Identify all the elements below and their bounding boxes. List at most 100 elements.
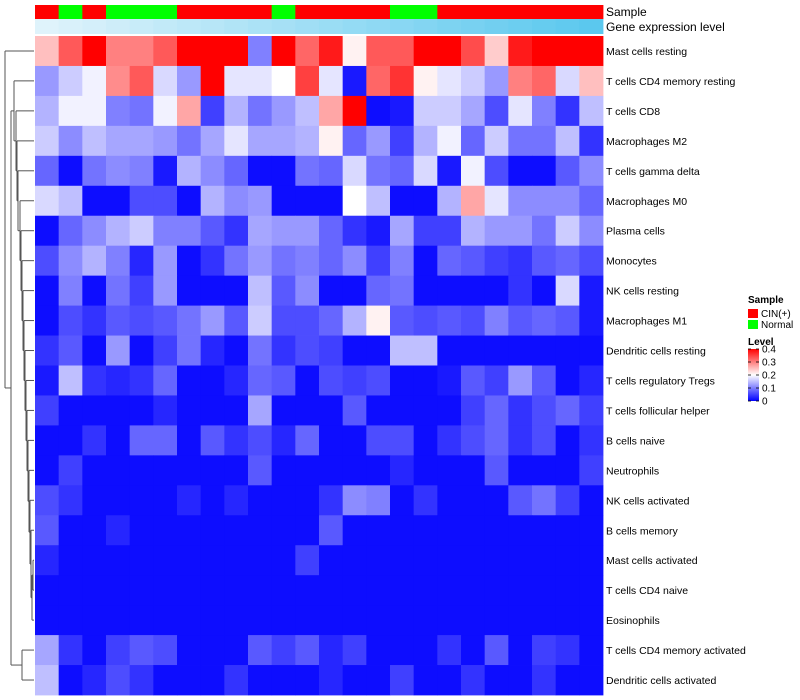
row-label: T cells CD4 memory activated (606, 645, 746, 657)
heatmap-cell (295, 36, 320, 67)
heatmap-cell (129, 275, 154, 306)
heatmap-cell (58, 515, 83, 546)
heatmap-cell (35, 635, 60, 666)
heatmap-cell (532, 185, 557, 217)
heatmap-cell (35, 155, 60, 187)
heatmap-cell (413, 185, 438, 217)
heatmap-cell (366, 365, 391, 396)
heatmap-cell (579, 335, 604, 366)
heatmap-cell (58, 425, 83, 456)
heatmap-cell (555, 515, 580, 546)
heatmap-cell (35, 455, 60, 486)
heatmap-cell (295, 425, 320, 456)
heatmap-cell (342, 455, 367, 486)
heatmap-cell (153, 425, 178, 456)
row-label: T cells CD8 (606, 106, 660, 118)
heatmap-cell (319, 155, 344, 187)
heatmap-cell (248, 125, 273, 157)
gene-expression-annotation-cell (129, 19, 154, 34)
heatmap-cell (319, 635, 344, 666)
heatmap-cell (129, 215, 154, 247)
heatmap-cell (82, 275, 107, 306)
heatmap-cell (437, 575, 462, 606)
heatmap-cell (413, 515, 438, 546)
heatmap-cell (484, 245, 509, 277)
heatmap-cell (200, 125, 225, 157)
heatmap-cell (224, 485, 249, 516)
heatmap-cell (35, 365, 60, 396)
sample-annotation-cell (437, 5, 462, 19)
heatmap-cell (129, 485, 154, 516)
heatmap-cell (461, 335, 486, 366)
heatmap-cell (177, 185, 202, 217)
heatmap-cell (129, 665, 154, 696)
heatmap-cell (129, 155, 154, 187)
row-labels: Mast cells resting T cells CD4 memory res… (606, 46, 746, 687)
heatmap-cell (271, 635, 296, 666)
heatmap-cell (35, 185, 60, 217)
heatmap-cell (271, 485, 296, 516)
heatmap-cell (508, 305, 533, 336)
gene-expression-annotation-cell (295, 19, 320, 34)
heatmap-cell (153, 665, 178, 696)
heatmap-cell (342, 485, 367, 516)
heatmap-cell (58, 635, 83, 666)
heatmap-cell (532, 635, 557, 666)
heatmap-cell (555, 635, 580, 666)
legend-tick-label: 0.1 (762, 384, 776, 395)
heatmap-cell (437, 515, 462, 546)
heatmap-cell (58, 455, 83, 486)
heatmap-cell (461, 455, 486, 486)
heatmap-cell (200, 95, 225, 127)
heatmap-cell (342, 95, 367, 127)
heatmap-cell (413, 65, 438, 97)
heatmap-cell (579, 485, 604, 516)
row-label: B cells memory (606, 525, 679, 537)
heatmap-cell (437, 95, 462, 127)
gene-expression-annotation-bar (35, 19, 604, 34)
heatmap-cell (295, 245, 320, 277)
legend-swatch (748, 320, 758, 329)
heatmap-cell (437, 275, 462, 306)
heatmap-cell (461, 545, 486, 576)
heatmap-cell (200, 335, 225, 366)
row-dendrogram (4, 50, 34, 681)
heatmap-cell (342, 305, 367, 336)
heatmap-cell (106, 545, 131, 576)
heatmap-cell (248, 245, 273, 277)
heatmap-cell (248, 335, 273, 366)
heatmap-cell (532, 245, 557, 277)
heatmap-cell (579, 185, 604, 217)
heatmap-cell (58, 65, 83, 97)
heatmap-cell (484, 455, 509, 486)
heatmap-cell (390, 665, 415, 696)
heatmap-cell (224, 605, 249, 636)
heatmap-cell (413, 635, 438, 666)
heatmap-cell (390, 395, 415, 426)
heatmap-cell (82, 125, 107, 157)
heatmap-cell (82, 425, 107, 456)
heatmap-cell (579, 545, 604, 576)
heatmap-cell (200, 635, 225, 666)
heatmap-cell (437, 36, 462, 67)
heatmap-cell (82, 95, 107, 127)
heatmap-cell (390, 635, 415, 666)
gene-expression-annotation-cell (248, 19, 273, 34)
heatmap-cell (390, 185, 415, 217)
heatmap-cell (508, 605, 533, 636)
heatmap-cell (319, 575, 344, 606)
heatmap-cell (555, 305, 580, 336)
heatmap-cell (461, 215, 486, 247)
heatmap-cell (555, 665, 580, 696)
gene-expression-annotation-cell (224, 19, 249, 34)
heatmap-cell (484, 365, 509, 396)
heatmap-cell (271, 545, 296, 576)
heatmap-cell (248, 575, 273, 606)
heatmap-cell (129, 515, 154, 546)
row-label: Macrophages M2 (606, 136, 687, 148)
heatmap-cell (579, 575, 604, 606)
row-label: Plasma cells (606, 226, 665, 238)
heatmap-cell (532, 275, 557, 306)
heatmap-cell (413, 575, 438, 606)
heatmap-cell (413, 665, 438, 696)
